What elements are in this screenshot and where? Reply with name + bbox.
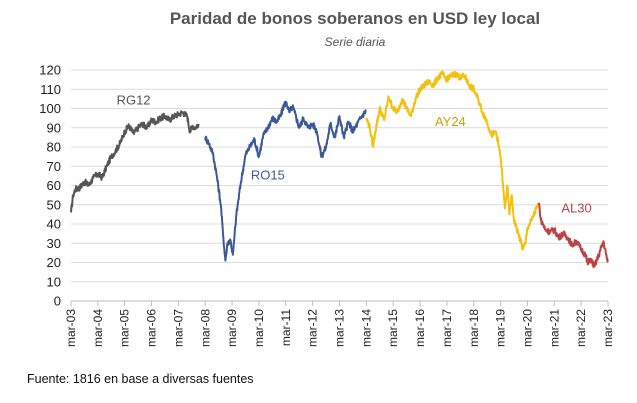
y-tick-label: 50: [47, 197, 61, 212]
x-tick-label: mar-14: [359, 309, 373, 347]
series-line-al30: [538, 202, 609, 268]
series-label-al30: AL30: [561, 200, 591, 215]
x-tick-label: mar-22: [574, 309, 588, 347]
x-tick-label: mar-19: [494, 309, 508, 347]
x-tick-label: mar-20: [520, 309, 534, 347]
series-line-rg12: [70, 110, 200, 213]
x-tick-label: mar-21: [547, 309, 561, 347]
x-tick-label: mar-09: [225, 309, 239, 347]
x-tick-label: mar-17: [440, 309, 454, 347]
x-tick-label: mar-07: [171, 309, 185, 347]
series-lines: [70, 70, 609, 268]
chart-subtitle: Serie diaria: [325, 35, 386, 49]
x-tick-label: mar-04: [91, 309, 105, 347]
x-tick-label: mar-10: [252, 309, 266, 347]
series-line-ay24: [365, 70, 540, 251]
y-tick-label: 110: [40, 82, 61, 97]
y-tick-label: 70: [47, 159, 61, 174]
x-tick-label: mar-12: [306, 309, 320, 347]
y-tick-label: 40: [47, 217, 61, 232]
y-tick-label: 30: [47, 236, 61, 251]
x-tick-label: mar-23: [601, 309, 615, 347]
gridlines: [71, 69, 608, 283]
x-tick-label: mar-08: [198, 309, 212, 347]
series-label-rg12: RG12: [117, 93, 151, 108]
x-tick-label: mar-16: [413, 309, 427, 347]
x-tick-label: mar-15: [386, 309, 400, 347]
y-tick-label: 10: [47, 274, 61, 289]
x-tick-label: mar-11: [279, 309, 293, 346]
x-tick-label: mar-05: [118, 309, 132, 347]
y-tick-label: 20: [47, 255, 61, 270]
x-tick-label: mar-03: [64, 309, 78, 347]
y-tick-label: 90: [47, 120, 61, 135]
x-tick-label: mar-18: [467, 309, 481, 347]
x-tick-label: mar-13: [333, 309, 347, 347]
chart-title: Paridad de bonos soberanos en USD ley lo…: [170, 9, 540, 28]
series-labels: RG12 RO15 AY24 AL30: [117, 93, 592, 216]
series-line-ro15: [204, 100, 367, 262]
series-label-ay24: AY24: [435, 114, 466, 129]
chart-figure: Paridad de bonos soberanos en USD ley lo…: [39, 9, 615, 347]
series-label-ro15: RO15: [251, 168, 285, 183]
x-tick-label: mar-06: [145, 309, 159, 347]
x-axis: mar-03 mar-04 mar-05 mar-06 mar-07 mar-08 mar-…: [64, 300, 615, 347]
y-tick-label: 100: [39, 101, 61, 116]
y-tick-label: 80: [47, 140, 61, 155]
y-tick-label: 120: [39, 63, 61, 78]
source-note: Fuente: 1816 en base a diversas fuentes: [27, 372, 254, 386]
y-tick-label: 60: [47, 178, 61, 193]
y-tick-label: 0: [54, 294, 61, 309]
y-axis: 0 10 20 30 40 50 60 70 80 90 100 110 120: [39, 63, 61, 309]
